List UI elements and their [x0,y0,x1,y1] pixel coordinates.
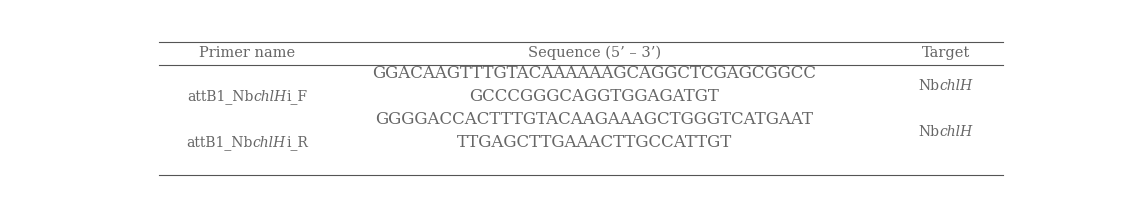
Text: GGGGACCACTTTGTACAAGAAAGCTGGGTCATGAAT: GGGGACCACTTTGTACAAGAAAGCTGGGTCATGAAT [375,111,813,128]
Text: attB1_Nb: attB1_Nb [187,89,253,104]
Text: Sequence (5’ – 3’): Sequence (5’ – 3’) [527,46,661,61]
Text: Nb: Nb [919,79,940,93]
Text: i_F: i_F [287,89,307,104]
Text: chlH: chlH [940,79,973,93]
Text: Primer name: Primer name [200,46,295,60]
Text: GGACAAGTTTGTACAAAAAAGCAGGCTCGAGCGGCC: GGACAAGTTTGTACAAAAAAGCAGGCTCGAGCGGCC [372,65,816,82]
Text: chlH: chlH [253,90,287,104]
Text: Target: Target [922,46,970,60]
Text: GCCCGGGCAGGTGGAGATGT: GCCCGGGCAGGTGGAGATGT [469,88,719,105]
Text: TTGAGCTTGAAACTTGCCATTGT: TTGAGCTTGAAACTTGCCATTGT [457,134,731,151]
Text: attB1_Nb: attB1_Nb [186,136,253,150]
Text: Nb: Nb [919,125,940,139]
Text: chlH: chlH [253,136,286,150]
Text: i_R: i_R [286,136,308,150]
Text: chlH: chlH [940,125,973,139]
